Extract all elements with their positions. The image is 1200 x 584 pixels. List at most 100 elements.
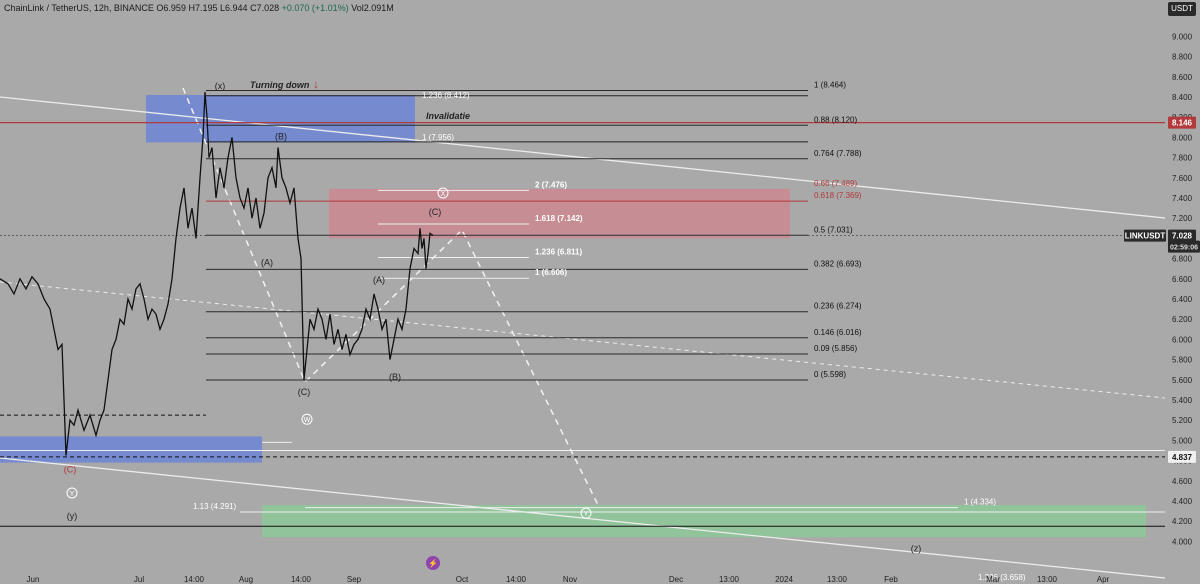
x-tick-label: Nov [563, 575, 577, 584]
x-tick-label: Sep [347, 575, 362, 584]
price-badge [1168, 240, 1200, 253]
y-tick-label: 4.600 [1172, 477, 1193, 486]
price-line [0, 91, 434, 456]
x-tick-label: Jun [27, 575, 40, 584]
price-badge [1168, 229, 1196, 242]
wave-label: W [304, 417, 311, 424]
x-tick-label: Dec [669, 575, 683, 584]
fib-label: 1.236 (8.412) [422, 91, 470, 100]
fib-label: 2 (7.476) [535, 180, 567, 189]
y-tick-label: 7.400 [1172, 194, 1193, 203]
price-badge-label: 02:59:06 [1170, 245, 1198, 252]
wave-circle [66, 487, 78, 499]
x-tick-label: Jul [134, 575, 144, 584]
y-tick-label: 6.200 [1172, 315, 1193, 324]
fib-label: 1 (7.956) [422, 133, 454, 142]
x-tick-label: Aug [239, 575, 253, 584]
blue-zone-top [146, 94, 415, 143]
wave-circle [437, 187, 449, 199]
mid-trendline [0, 281, 1166, 399]
fib-label: 1.13 (4.291) [193, 502, 236, 511]
fib-label: 0.5 (7.031) [814, 225, 853, 234]
zones [0, 94, 1146, 538]
fib-lines [0, 90, 1165, 527]
wave-label: (C) [298, 387, 311, 397]
y-tick-label: 5.400 [1172, 396, 1193, 405]
fib-label: 0.236 (6.274) [814, 302, 862, 311]
y-tick-label: 4.000 [1172, 537, 1193, 546]
x-tick-label: 13:00 [827, 575, 848, 584]
wave-label: (C) [64, 465, 77, 475]
price-badge-label: 8.146 [1172, 119, 1193, 128]
fib-label: 0.146 (6.016) [814, 328, 862, 337]
fib-label: 0.88 (8.120) [814, 115, 857, 124]
fib-label: 0.382 (6.693) [814, 259, 862, 268]
y-tick-label: 5.600 [1172, 376, 1193, 385]
wave-label: (B) [389, 372, 401, 382]
wave-label: (C) [429, 207, 442, 217]
chart-header: ChainLink / TetherUS, 12h, BINANCE O6.95… [4, 3, 394, 13]
x-tick-label: Oct [456, 575, 469, 584]
currency-badge[interactable]: USDT [1168, 2, 1196, 16]
wave-label: (x) [215, 81, 226, 91]
x-tick-label: Mar [986, 575, 1000, 584]
y-tick-label: 4.200 [1172, 517, 1193, 526]
chart-labels: 1 (8.464) 0.88 (8.120) 0.764 (7.788) 0.618 … [64, 77, 1026, 582]
support-trendline [0, 457, 1166, 579]
x-tick-label: 14:00 [184, 575, 205, 584]
red-zone [329, 188, 790, 239]
fib-label: 0.764 (7.788) [814, 149, 862, 158]
fib-label: 1.236 (6.811) [535, 247, 582, 256]
fib-label: 1.236 (3.658) [978, 573, 1026, 582]
x-tick-label: Apr [1097, 575, 1110, 584]
change-value: +0.070 (+1.01%) [281, 3, 349, 13]
y-tick-label: 8.400 [1172, 93, 1193, 102]
price-badge-label: LINKUSDT [1125, 232, 1166, 241]
x-tick-label: 13:00 [719, 575, 740, 584]
wave-label: (B) [275, 131, 287, 141]
y-tick-label: 7.600 [1172, 174, 1193, 183]
axis: 9.0008.8008.6008.4008.2008.0007.8007.600… [27, 32, 1200, 584]
fib-label: 0.66 (7.489) [814, 179, 857, 188]
price-badge [1168, 450, 1196, 463]
fib-label: 0 (5.598) [814, 370, 846, 379]
y-tick-label: 4.400 [1172, 497, 1193, 506]
symbol-title: ChainLink / TetherUS, 12h, BINANCE [4, 3, 154, 13]
wave-label: (A) [373, 275, 385, 285]
y-tick-label: 7.800 [1172, 154, 1193, 163]
y-tick-label: 6.400 [1172, 295, 1193, 304]
x-tick-label: Feb [884, 575, 898, 584]
price-badge [1168, 116, 1196, 129]
y-tick-label: 6.800 [1172, 255, 1193, 264]
price-badge-label: 7.028 [1172, 232, 1193, 241]
lightning-icon: ⚡ [428, 558, 438, 568]
y-tick-label: 5.200 [1172, 416, 1193, 425]
price-badge-label: 4.837 [1172, 453, 1193, 462]
volume-value: Vol2.091M [351, 3, 394, 13]
fib-label: 1 (4.334) [964, 498, 996, 507]
y-tick-label: 8.600 [1172, 73, 1193, 82]
wave-circle [301, 413, 313, 425]
y-tick-label: 9.000 [1172, 32, 1193, 41]
x-tick-label: 2024 [775, 575, 793, 584]
wave-label: Y [70, 491, 75, 498]
x-tick-label: 14:00 [506, 575, 527, 584]
wave-label: (z) [911, 544, 922, 554]
open-value: O6.959 [156, 3, 186, 13]
fib-label: 1 (6.606) [535, 268, 567, 277]
green-zone [262, 505, 1146, 538]
y-tick-label: 8.000 [1172, 133, 1193, 142]
lightning-icon [426, 556, 440, 570]
arrow-down-icon: ↓ [313, 77, 319, 91]
wave-circle [580, 507, 592, 519]
close-value: C7.028 [250, 3, 280, 13]
price-series [0, 91, 434, 456]
price-badge [1124, 229, 1166, 242]
wave-label: X [441, 191, 446, 198]
resistance-trendline [0, 96, 1166, 219]
invalidatie-label: Invalidatie [426, 111, 470, 121]
low-value: L6.944 [220, 3, 248, 13]
y-tick-label: 7.200 [1172, 214, 1193, 223]
y-tick-label: 5.800 [1172, 356, 1193, 365]
